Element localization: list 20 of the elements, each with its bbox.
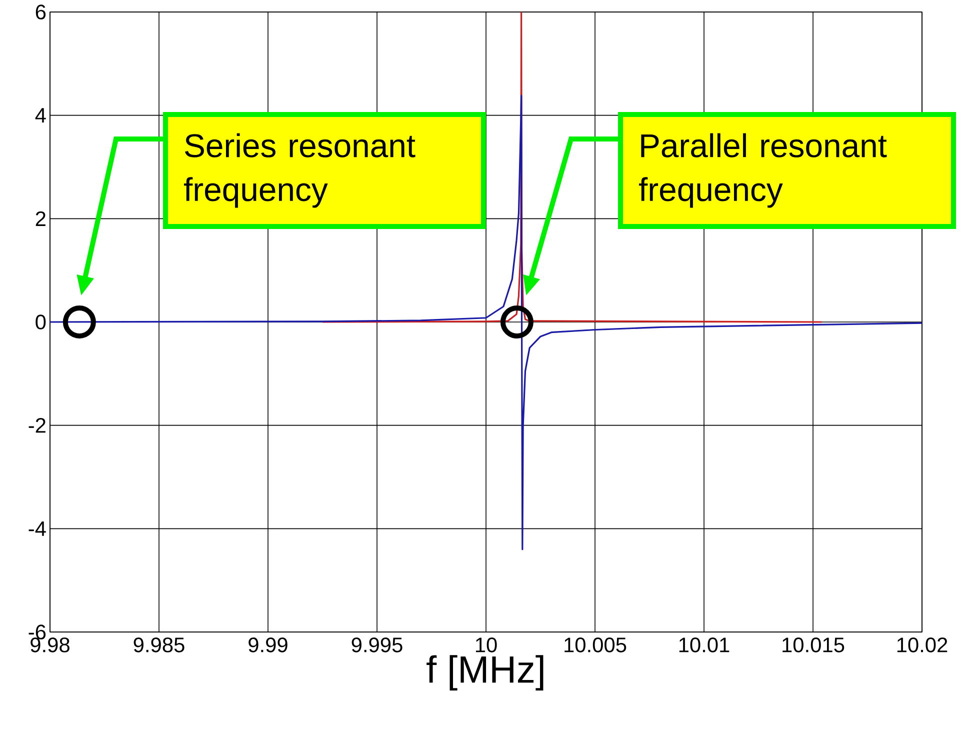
x-tick-label: 10.01 <box>679 638 730 652</box>
line-series <box>50 94 922 550</box>
x-tick-label: 10.02 <box>897 638 948 652</box>
y-tick-label: -4 <box>28 521 46 536</box>
y-tick-label: 6 <box>36 4 46 20</box>
x-tick-label: 10.015 <box>782 638 844 652</box>
annotation: Parallel resonant frequency <box>638 133 887 208</box>
x-tick-label: 9.99 <box>248 638 288 652</box>
y-tick-label: 0 <box>36 314 46 330</box>
y-tick-label: -6 <box>28 624 46 640</box>
y-tick-label: -2 <box>28 418 46 433</box>
x-tick-label: 9.985 <box>134 638 184 652</box>
y-tick-label: 2 <box>36 211 46 226</box>
x-tick-label: 10.005 <box>564 638 626 652</box>
x-tick-label: 9.98 <box>30 638 70 652</box>
annotation: Series resonant frequency <box>184 133 416 208</box>
y-tick-label: 4 <box>35 108 46 123</box>
x-tick-label: 9.995 <box>352 638 402 652</box>
x-tick-label: 10 <box>476 638 497 652</box>
x-axis-title: f [MHz] <box>426 655 544 690</box>
